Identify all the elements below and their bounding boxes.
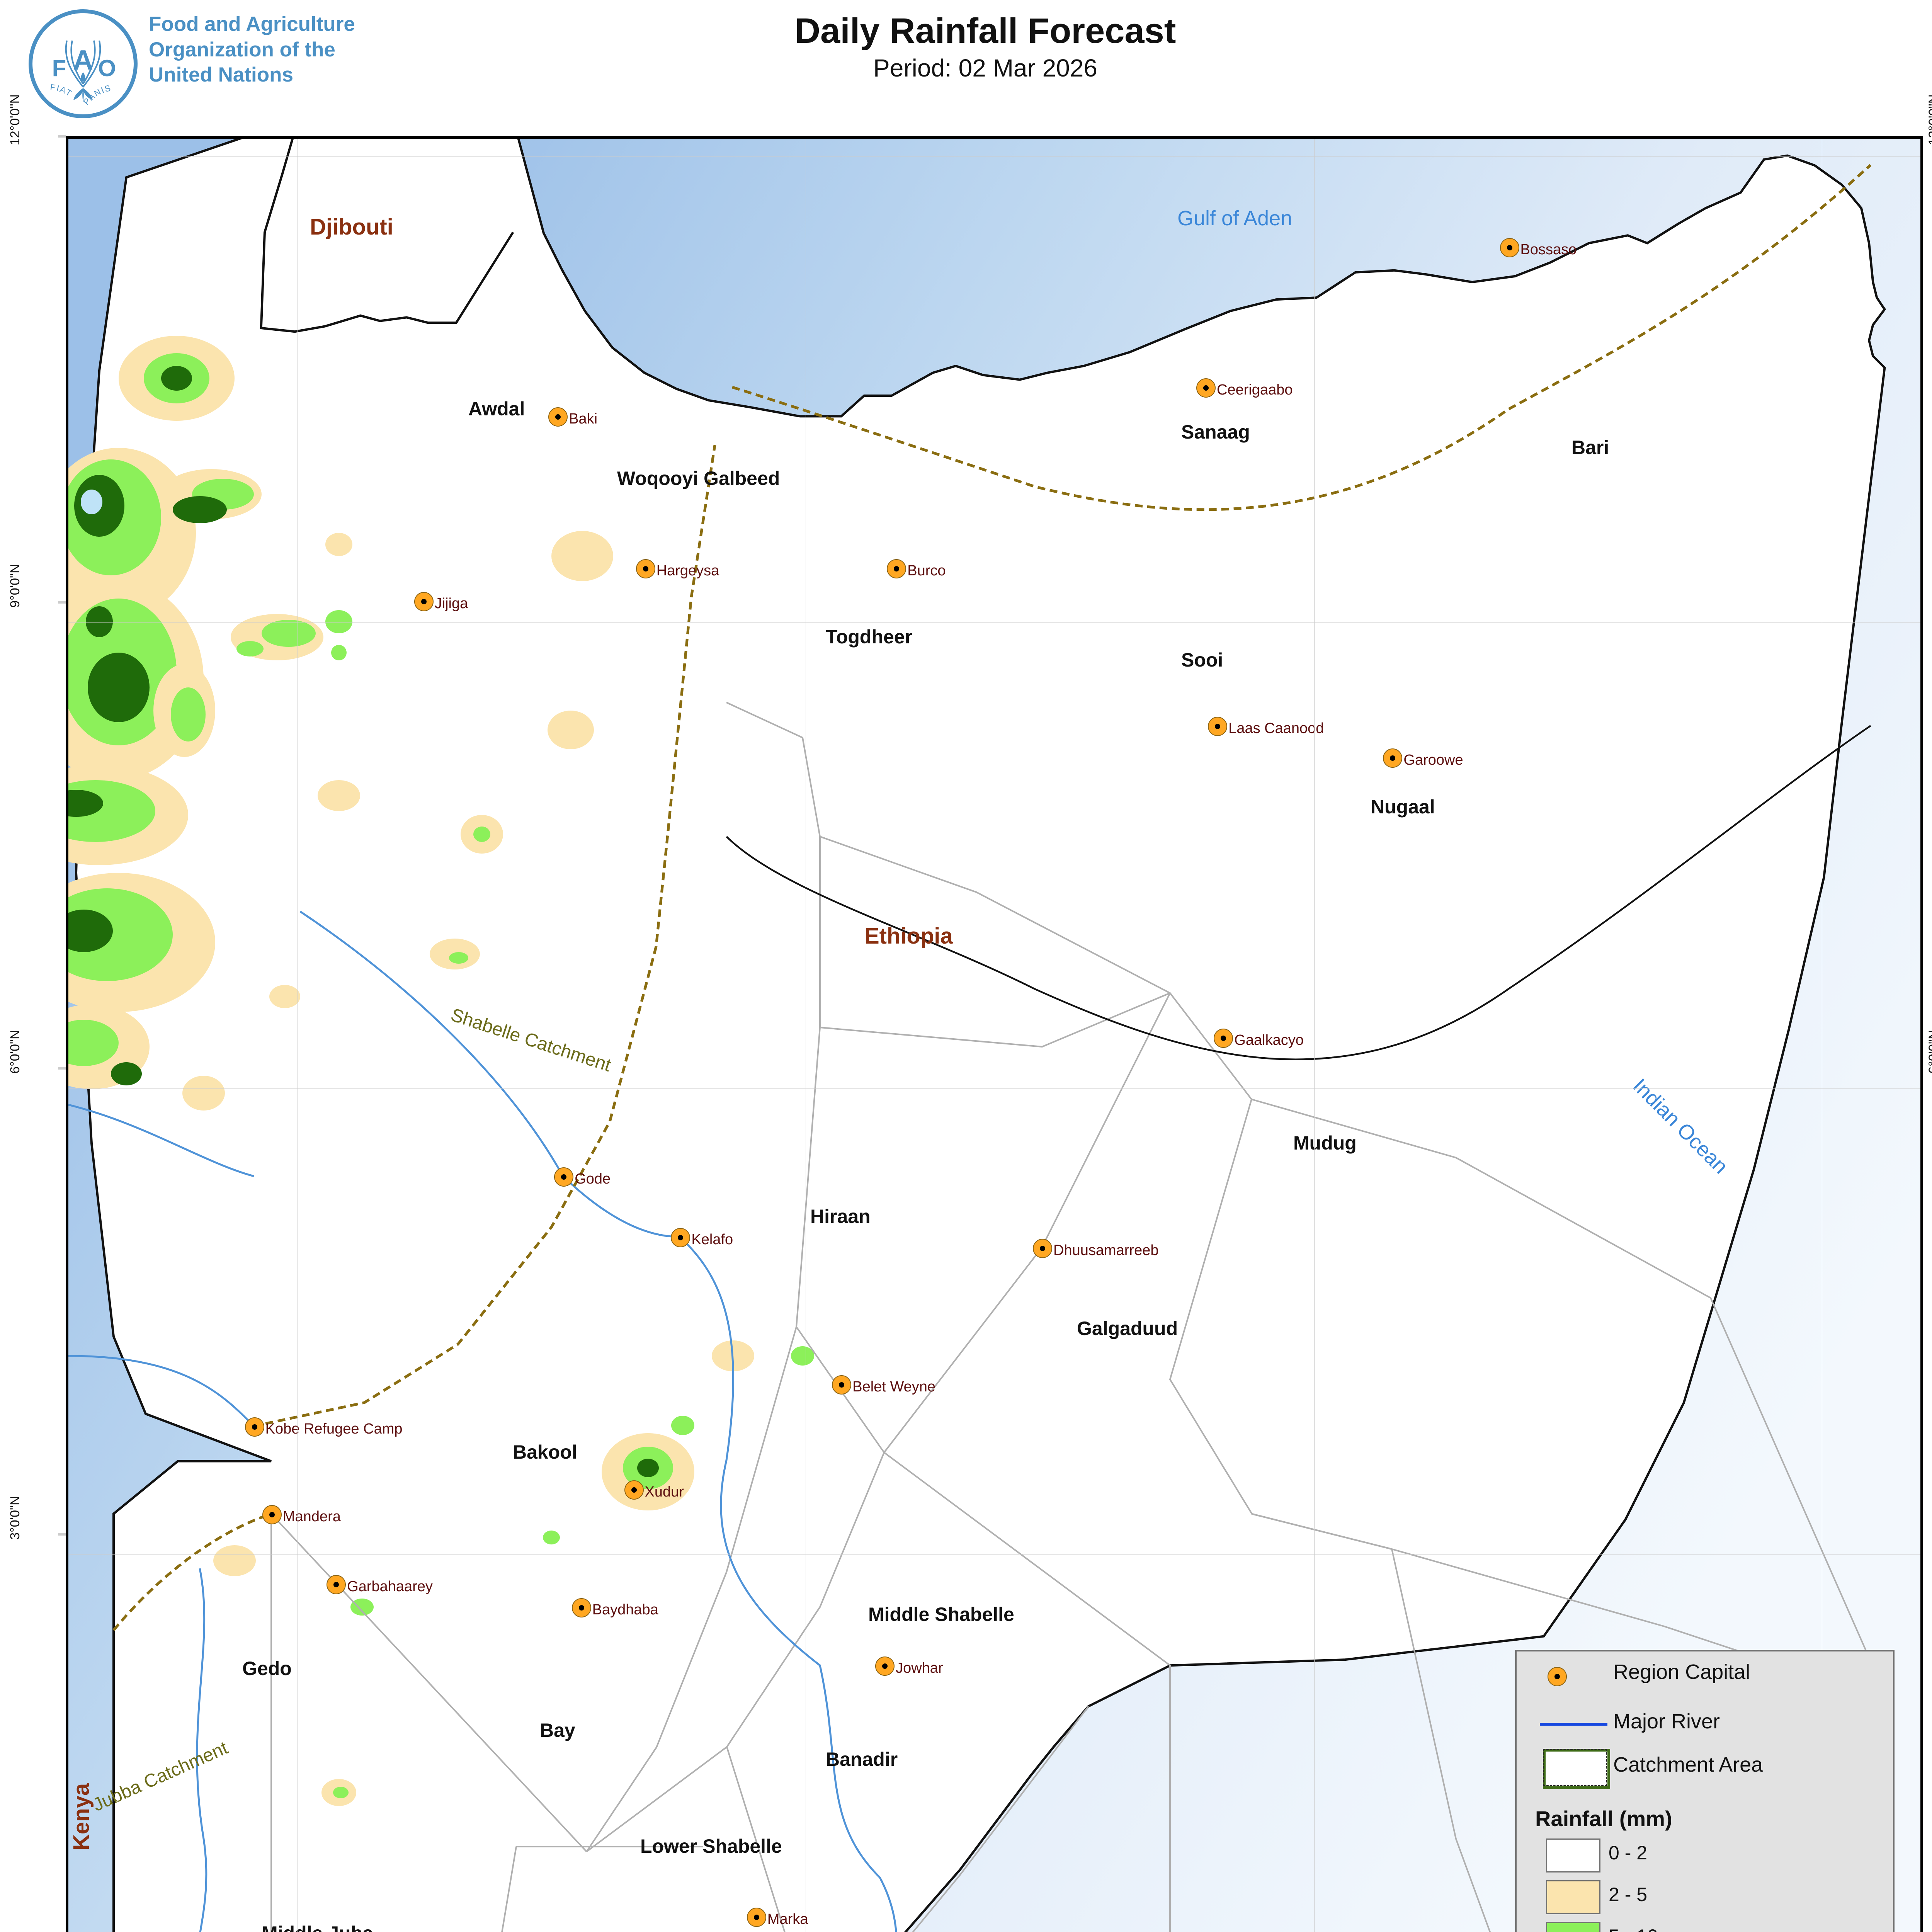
svg-text:FIAT: FIAT: [49, 82, 74, 99]
